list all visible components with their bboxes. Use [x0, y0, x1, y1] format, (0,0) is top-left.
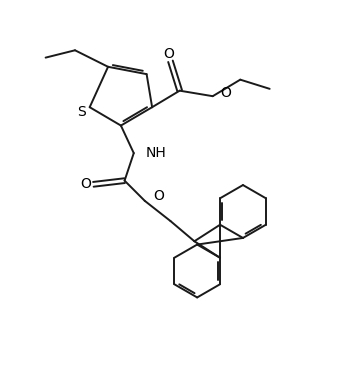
Text: O: O [153, 190, 164, 203]
Text: O: O [163, 47, 174, 61]
Text: O: O [80, 177, 91, 191]
Text: O: O [220, 85, 231, 100]
Text: S: S [77, 105, 86, 118]
Text: NH: NH [145, 146, 166, 160]
